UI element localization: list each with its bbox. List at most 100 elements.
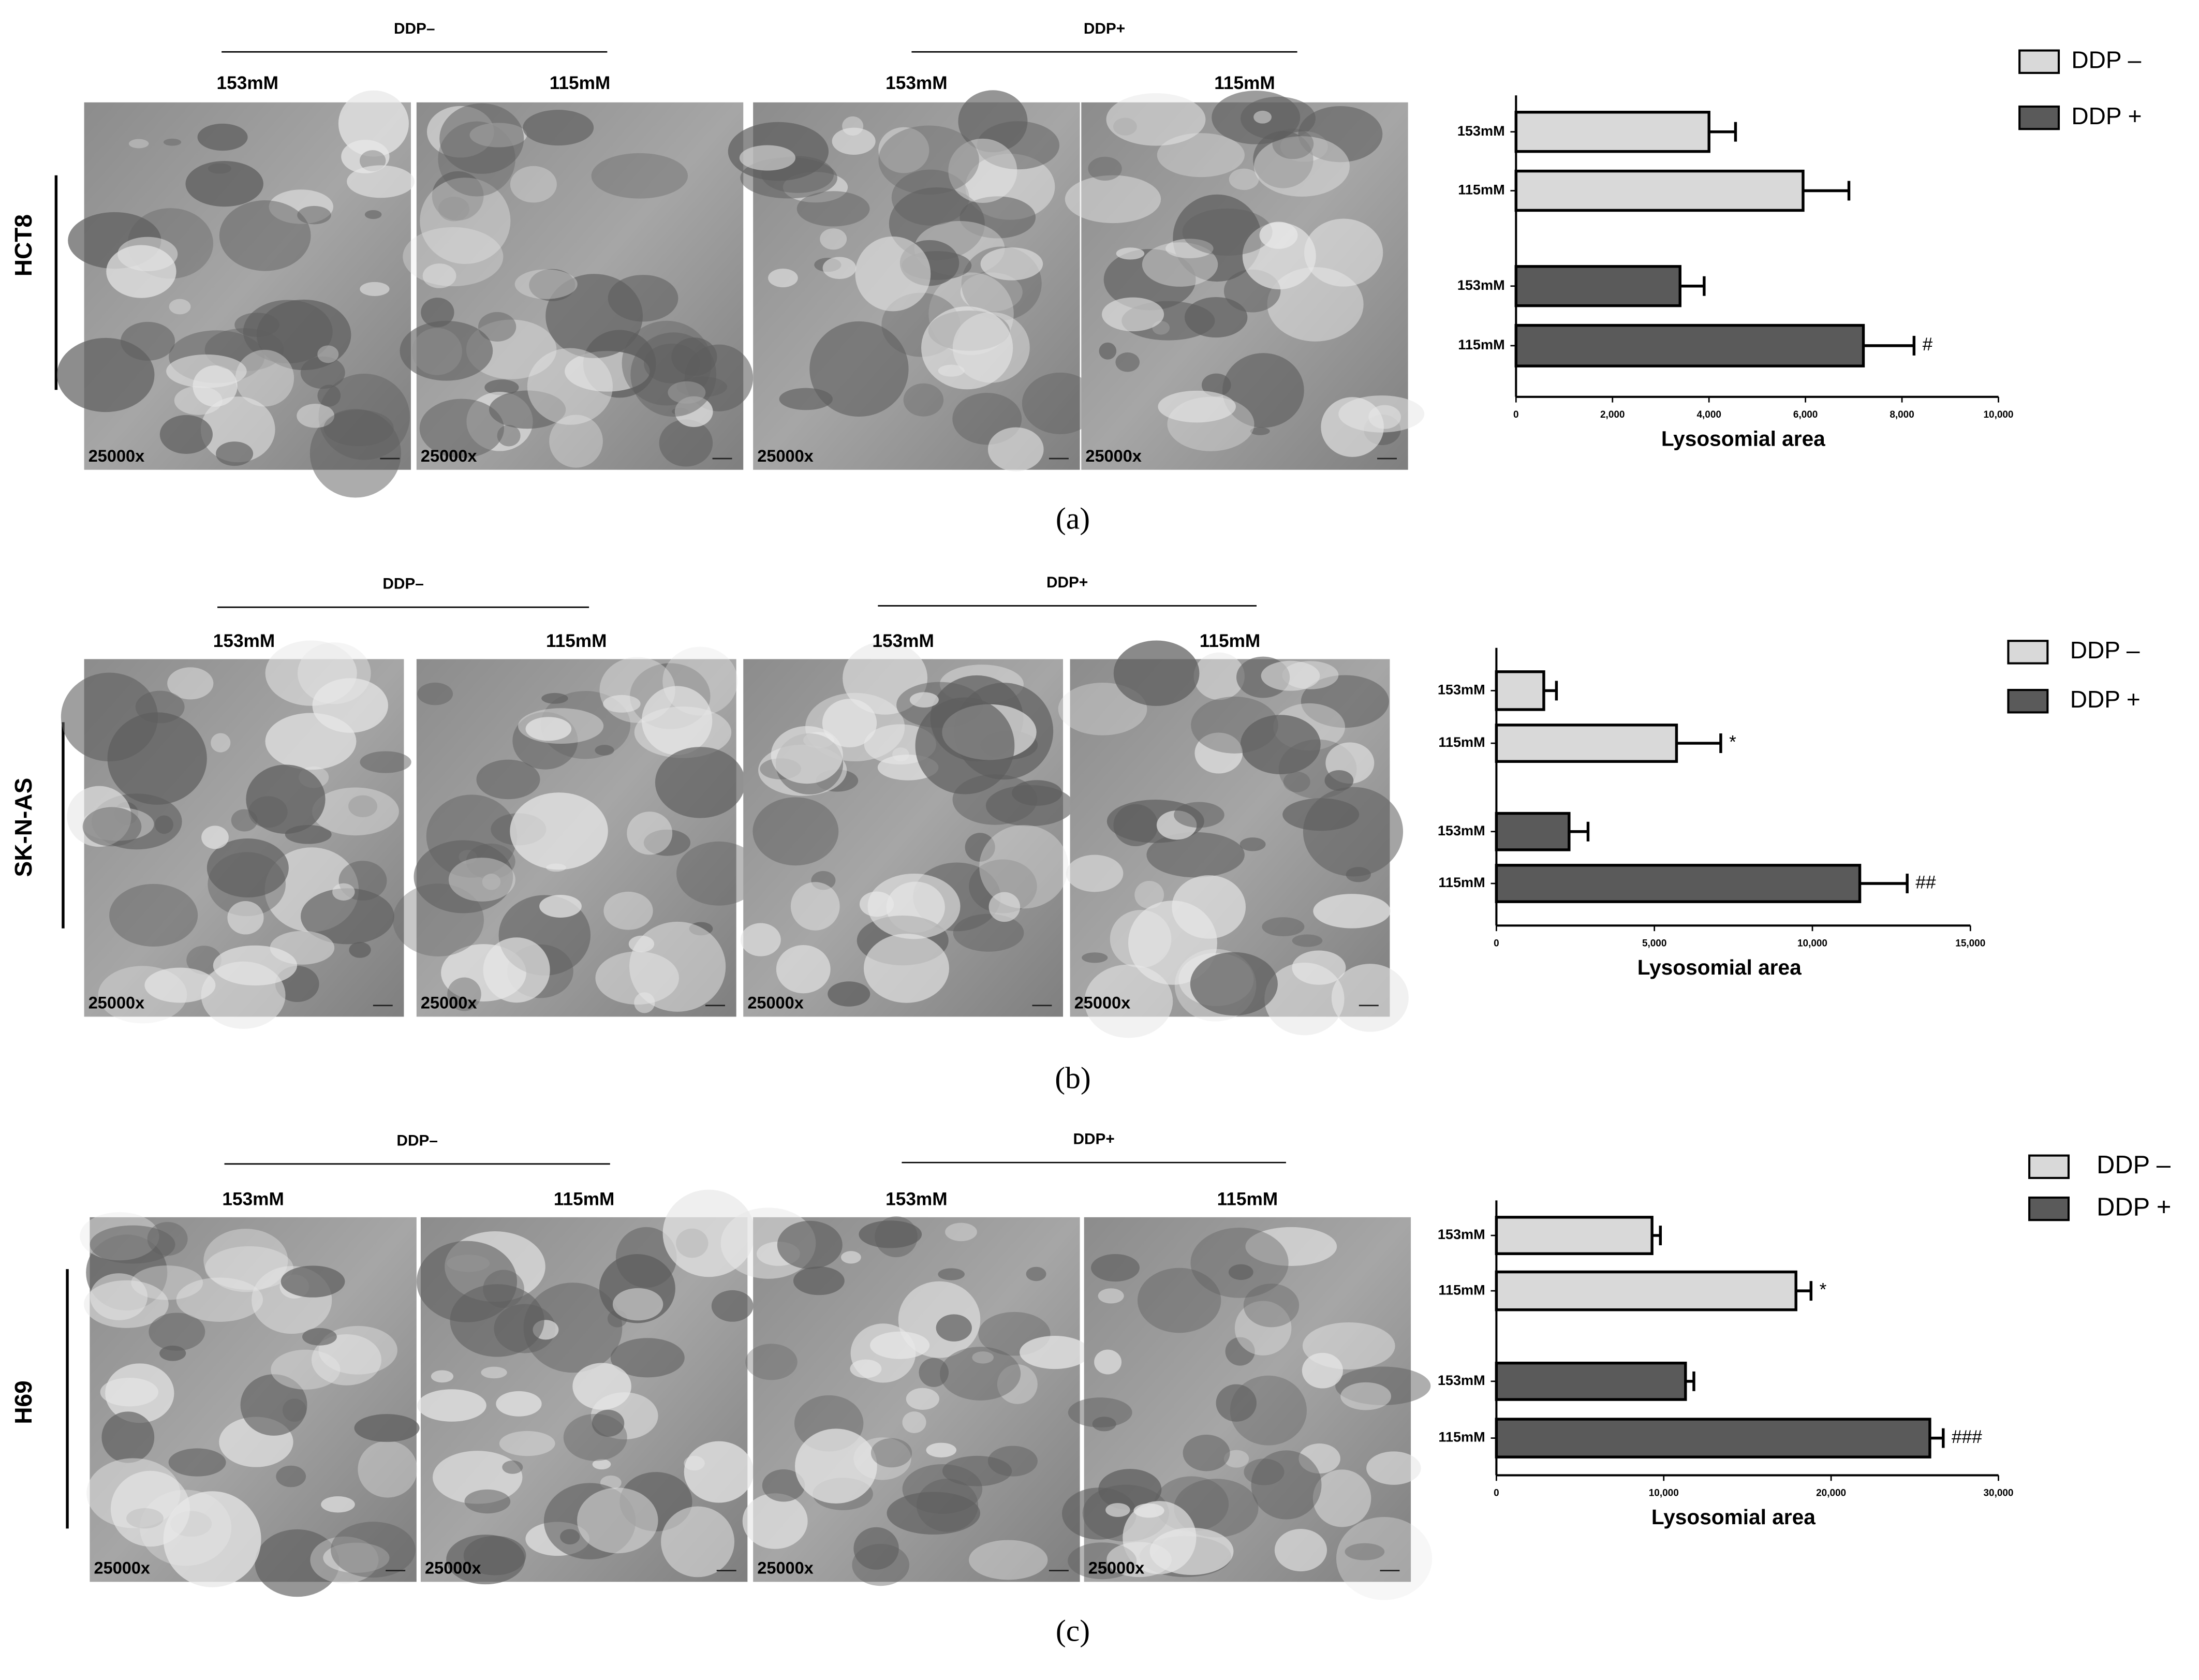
micrograph-detail	[1240, 715, 1321, 775]
micrograph-detail	[414, 840, 513, 913]
significance-mark: *	[1820, 1279, 1827, 1300]
cell-line-label: SK-N-AS	[10, 778, 37, 877]
micrograph-detail	[483, 937, 550, 1003]
group-header: DDP+	[1046, 574, 1088, 591]
micrograph-detail	[1225, 1337, 1255, 1366]
micrograph-detail	[317, 345, 339, 363]
bar	[1495, 724, 1678, 763]
micrograph-detail	[676, 841, 761, 906]
micrograph-detail	[216, 441, 254, 466]
y-tick-label: 115mM	[1458, 182, 1504, 198]
micrograph-detail	[952, 312, 1030, 383]
micrograph-detail	[297, 205, 331, 225]
micrograph-detail	[822, 257, 857, 279]
y-tick-label: 115mM	[1438, 874, 1485, 890]
micrograph-detail	[745, 1344, 798, 1380]
micrograph-detail	[987, 427, 1044, 471]
micrograph-detail	[630, 332, 717, 417]
micrograph-detail	[795, 1428, 877, 1504]
micrograph-detail	[1115, 352, 1140, 372]
x-tick-label: 20,000	[1816, 1488, 1846, 1499]
micrograph-detail	[1274, 1529, 1327, 1572]
micrograph-detail	[417, 1389, 486, 1422]
micrograph-detail	[447, 977, 481, 1011]
micrograph-detail	[403, 227, 504, 287]
micrograph-detail	[110, 1470, 190, 1547]
micrograph-detail	[641, 686, 713, 755]
micrograph-detail	[917, 1479, 979, 1532]
micrograph-detail	[240, 1374, 307, 1436]
micrograph-detail	[57, 337, 155, 412]
micrograph-detail	[643, 829, 691, 856]
micrograph-detail	[360, 282, 390, 297]
micrograph-detail	[1158, 390, 1236, 423]
bar	[1495, 812, 1571, 851]
micrograph-detail	[790, 882, 840, 931]
significance-mark: *	[1729, 732, 1736, 752]
micrograph-detail	[297, 404, 335, 428]
micrograph-detail	[527, 348, 613, 425]
micrograph-detail	[312, 787, 399, 836]
micrograph-detail	[1251, 1450, 1322, 1520]
magnification-label: 25000x	[1085, 447, 1141, 465]
micrograph-detail	[1106, 1542, 1172, 1578]
micrograph-detail	[549, 415, 603, 468]
micrograph-detail	[878, 127, 929, 173]
micrograph-detail	[331, 1522, 416, 1578]
micrograph-detail	[476, 759, 540, 800]
micrograph-detail	[416, 1241, 518, 1322]
micrograph-detail	[945, 1222, 977, 1242]
micrograph-detail	[235, 349, 294, 407]
micrograph-detail	[948, 138, 1017, 203]
micrograph-detail	[676, 376, 728, 397]
micrograph-detail	[1216, 1384, 1257, 1422]
image-label: 115mM	[546, 631, 607, 651]
bar	[1514, 265, 1681, 307]
micrograph-detail	[796, 191, 870, 227]
image-label: 153mM	[213, 631, 275, 651]
x-tick-label: 10,000	[1649, 1488, 1679, 1499]
micrograph-detail	[496, 1391, 542, 1417]
micrograph-detail	[1065, 175, 1161, 224]
bar	[1495, 864, 1862, 903]
micrograph-detail	[543, 1483, 636, 1559]
x-axis-label: Lysosomial area	[1651, 1505, 1816, 1529]
micrograph-detail	[936, 1314, 972, 1342]
micrograph-detail	[684, 1441, 754, 1503]
micrograph-detail	[875, 1216, 918, 1258]
micrograph-detail	[979, 824, 1069, 909]
image-label: 153mM	[872, 631, 934, 651]
significance-mark: ###	[1952, 1427, 1982, 1447]
micrograph-detail	[1194, 732, 1243, 774]
magnification-label: 25000x	[88, 994, 144, 1012]
micrograph-detail	[742, 1493, 808, 1549]
micrograph-detail	[577, 1487, 658, 1554]
micrograph-detail	[793, 1266, 845, 1295]
x-tick-label: 10,000	[1984, 409, 2014, 420]
micrograph-detail	[1110, 910, 1172, 968]
micrograph-detail	[349, 942, 371, 958]
magnification-label: 25000x	[421, 994, 477, 1012]
micrograph-detail	[1340, 1382, 1392, 1410]
micrograph-detail	[201, 826, 229, 849]
micrograph-detail	[448, 858, 515, 902]
micrograph-detail	[523, 1283, 623, 1373]
micrograph-detail	[478, 312, 516, 342]
micrograph-detail	[592, 1459, 611, 1470]
micrograph-detail	[463, 1536, 526, 1575]
micrograph-detail	[776, 945, 831, 994]
magnification-label: 25000x	[747, 994, 803, 1012]
micrograph-detail	[200, 396, 275, 463]
group-header: DDP–	[382, 576, 423, 593]
micrograph-detail	[523, 110, 594, 146]
micrograph-detail	[1191, 696, 1278, 754]
magnification-label: 25000x	[421, 447, 477, 465]
micrograph-detail	[906, 1388, 939, 1410]
legend-swatch	[2018, 49, 2060, 74]
micrograph-detail	[863, 933, 949, 1003]
x-tick-label: 0	[1494, 1488, 1499, 1499]
micrograph-detail	[1302, 1352, 1343, 1389]
micrograph-detail	[510, 166, 557, 203]
micrograph-detail	[919, 1358, 949, 1387]
micrograph-detail	[595, 745, 614, 756]
